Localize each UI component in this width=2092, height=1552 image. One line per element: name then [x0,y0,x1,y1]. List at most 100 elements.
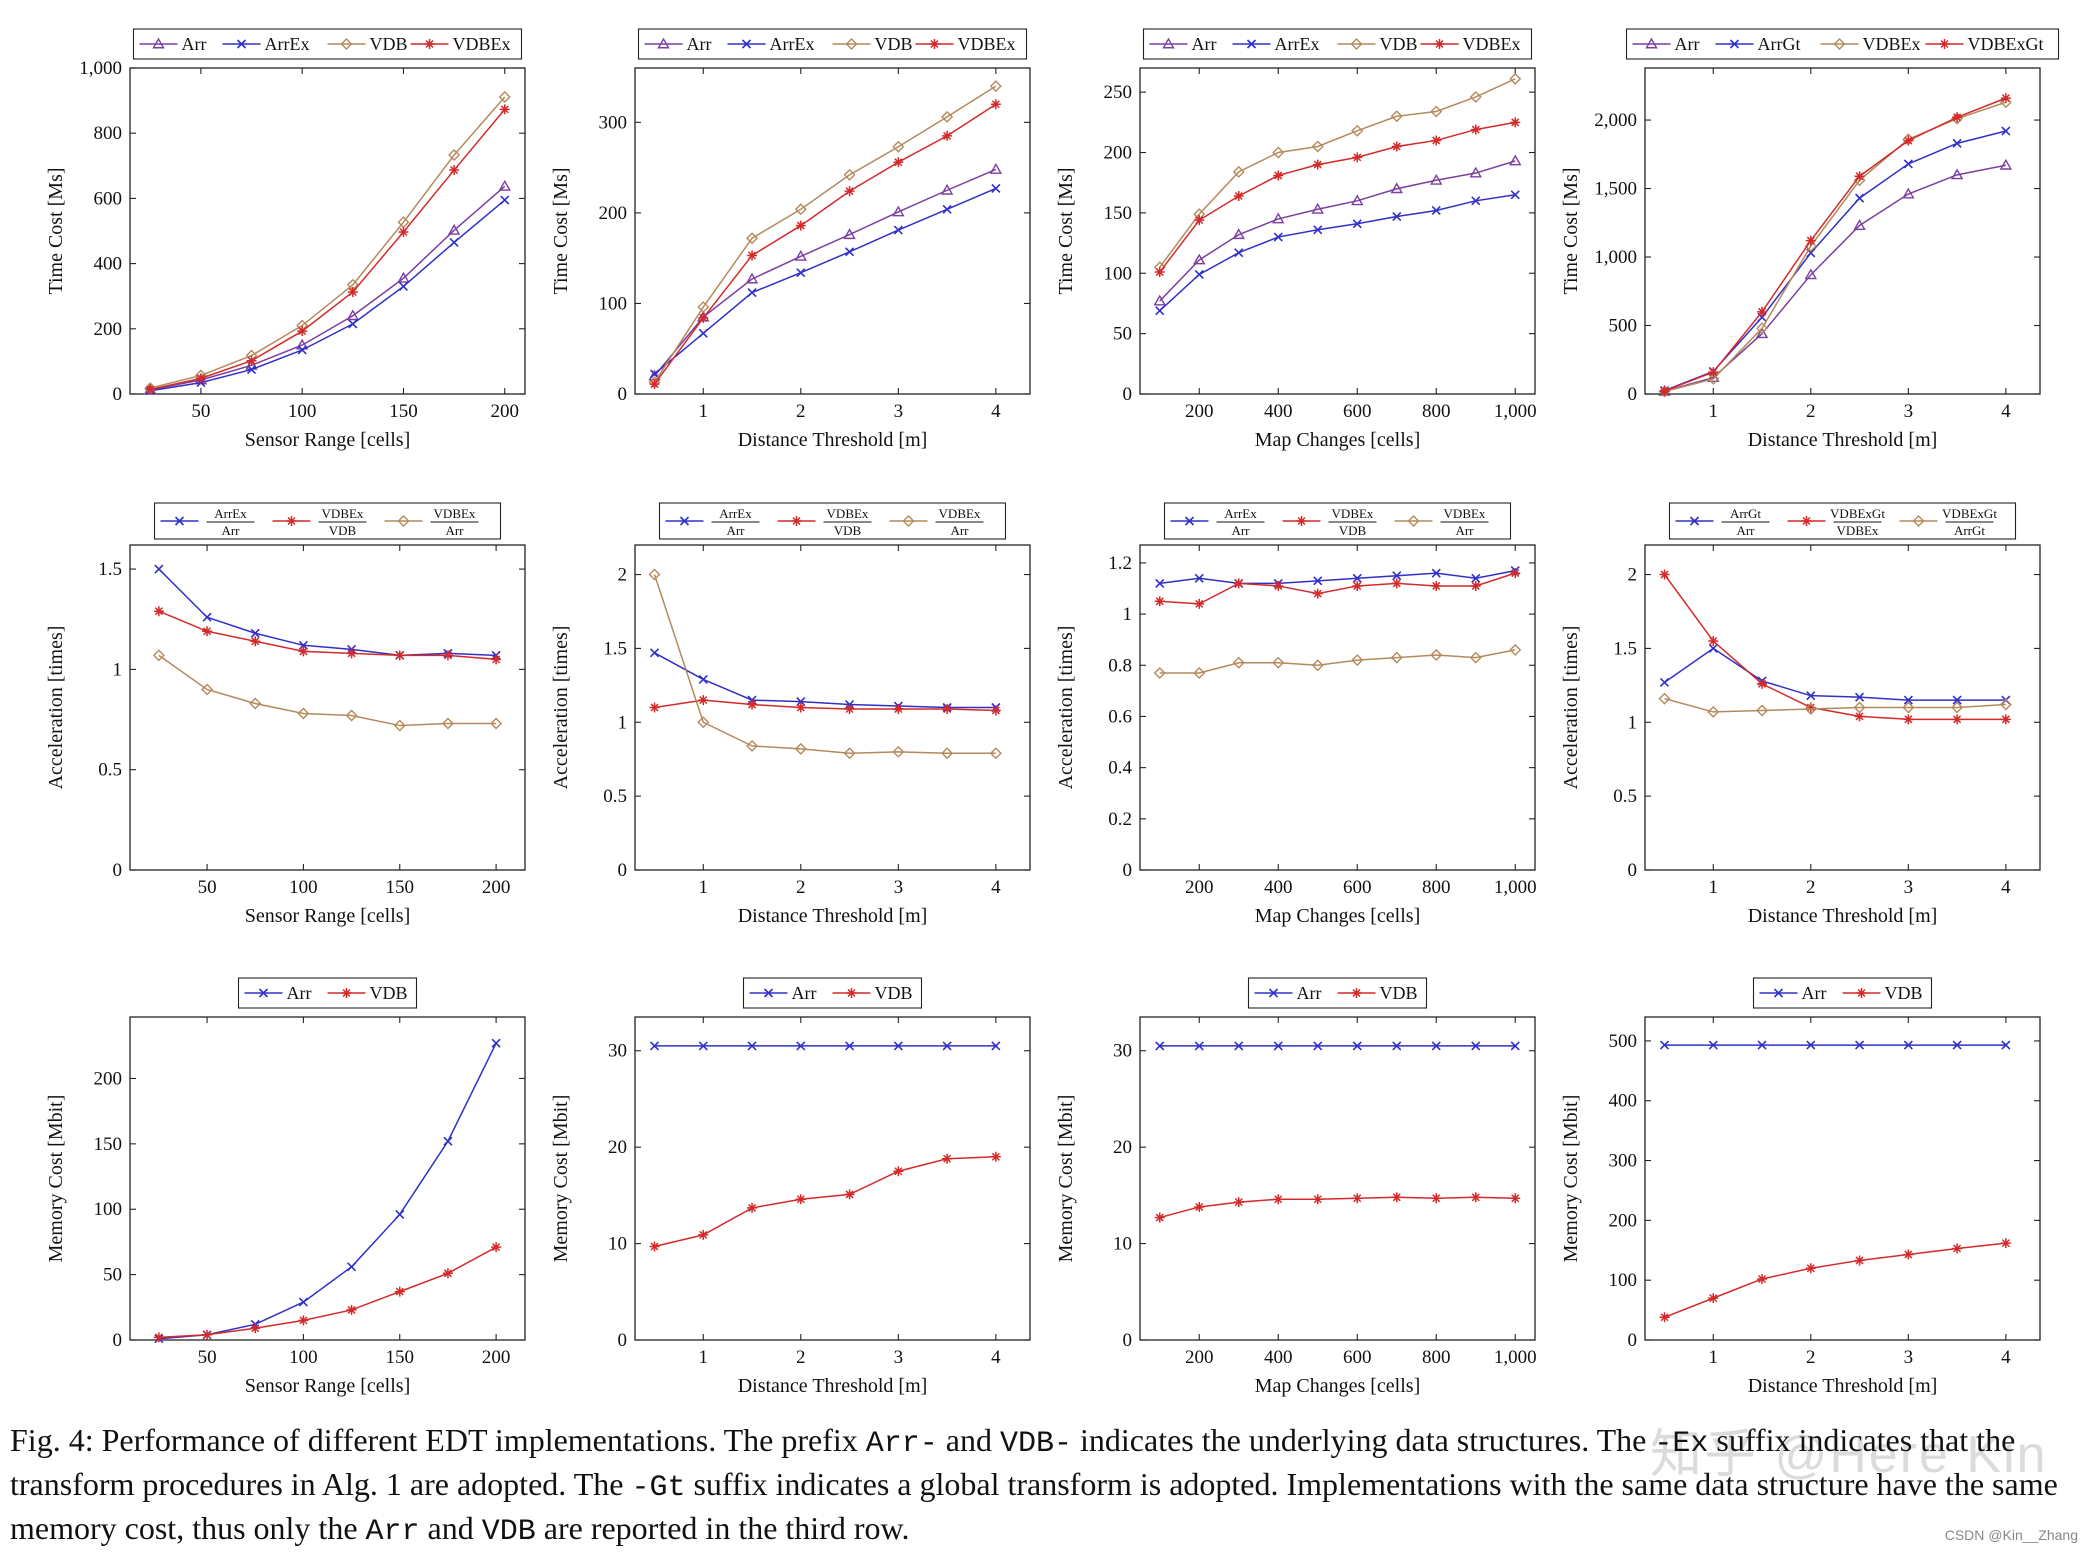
x-tick-label: 3 [1904,401,1914,422]
data-point [152,649,165,662]
data-point [1952,695,1962,705]
y-tick-label: 600 [94,188,123,209]
data-point [491,1038,501,1048]
data-point [1707,372,1720,385]
legend-box [1142,28,1533,60]
data-point [499,104,510,115]
y-tick-label: 100 [1104,263,1133,284]
legend-numerator: VDBEx [827,506,869,521]
data-point [443,1136,453,1146]
legend-marker [1833,38,1846,50]
data-point [1232,228,1245,240]
y-tick-label: 2 [1628,565,1638,586]
data-point [698,328,708,338]
data-point [1391,578,1402,589]
data-point [246,355,257,366]
y-tick-label: 0 [1628,384,1638,405]
data-point [1951,701,1964,714]
x-tick-label: 4 [991,877,1001,898]
data-point [795,702,806,713]
legend-denominator: Arr [1455,523,1474,538]
legend-numerator: VDBExGt [1830,506,1885,521]
data-point [1273,1041,1283,1051]
series-line [150,108,506,391]
data-point [991,183,1001,194]
data-point [747,1202,758,1213]
plot-frame [1139,1016,1536,1341]
y-tick-label: 0.6 [1108,706,1132,727]
series-line [150,96,506,389]
x-tick-label: 800 [1422,877,1451,898]
legend-numerator: ArrEx [719,506,752,521]
y-tick-label: 150 [94,1134,123,1155]
y-tick-label: 50 [1113,324,1132,345]
data-point [153,1332,164,1343]
plot-frame [1139,544,1536,871]
data-point [940,183,954,195]
data-point [1999,698,2012,711]
data-point [1431,580,1442,591]
y-tick-label: 0 [113,860,123,881]
data-point [1352,1041,1362,1051]
chart-12: 1 2 3 4 0 100 200 300 400 500 Distance Threshold [… [1560,977,2041,1397]
data-point [1232,656,1245,669]
data-point [1272,656,1285,669]
chart-10: 1 2 3 4 0 10 20 30 Distance Threshold [m] Memory … [550,977,1031,1397]
data-point [1903,159,1913,169]
plot-frame [634,544,1031,871]
data-point [1311,202,1324,214]
legend: ArrGt Arr VDBExGt VDBEx VDBExGt ArrGt [1668,502,2017,540]
x-tick-label: 800 [1422,1347,1451,1368]
data-point [990,1151,1001,1162]
data-point [1431,568,1441,578]
legend-marker [1350,38,1363,50]
y-tick-label: 0.5 [98,760,122,781]
data-point [195,373,206,384]
data-point [1805,702,1816,713]
legend-label: VDB [370,983,408,1003]
data-point [1854,1255,1865,1266]
legend-marker [679,516,690,526]
data-point [1756,322,1769,335]
data-point [249,697,262,710]
data-point [491,654,502,665]
legend-label: VDBEx [958,34,1016,54]
legend-box [1668,502,2017,540]
data-point [698,1041,708,1051]
legend-marker [1184,516,1195,526]
data-point [893,1166,904,1177]
legend: Arr ArrGt VDBEx VDBExGt [1625,28,2060,60]
y-tick-label: 0 [618,384,628,405]
chart-6: 1 2 3 4 0 0.5 1 1.5 2 Distance Threshold [m] Accel… [550,502,1031,927]
series-line [1159,1196,1516,1219]
legend-box [658,502,1007,540]
legend-marker [1729,39,1740,49]
x-tick-label: 1 [699,877,709,898]
data-point [698,312,709,323]
y-tick-label: 1 [618,712,628,733]
y-tick-label: 0.8 [1108,655,1132,676]
y-tick-label: 1 [113,659,123,680]
data-point [442,650,453,661]
data-point [1312,1194,1323,1205]
x-axis-label: Map Changes [cells] [1255,1375,1421,1397]
data-point [1952,1040,1962,1050]
legend-marker [1689,516,1700,526]
data-point [1471,1041,1481,1051]
data-point [1233,190,1244,201]
x-tick-label: 200 [1185,401,1214,422]
x-tick-label: 1,000 [1494,877,1537,898]
series-line [1664,164,2007,392]
data-point [250,628,260,638]
data-point [1351,654,1364,667]
y-tick-label: 1,000 [1594,247,1637,268]
data-point [844,1189,855,1200]
y-tick-label: 400 [1609,1091,1638,1112]
x-tick-label: 100 [289,877,318,898]
data-point [447,223,461,235]
data-point [1510,1041,1520,1051]
y-tick-label: 1.5 [1613,638,1637,659]
data-point [844,186,855,197]
data-point [298,1297,308,1307]
data-point [1272,212,1285,224]
